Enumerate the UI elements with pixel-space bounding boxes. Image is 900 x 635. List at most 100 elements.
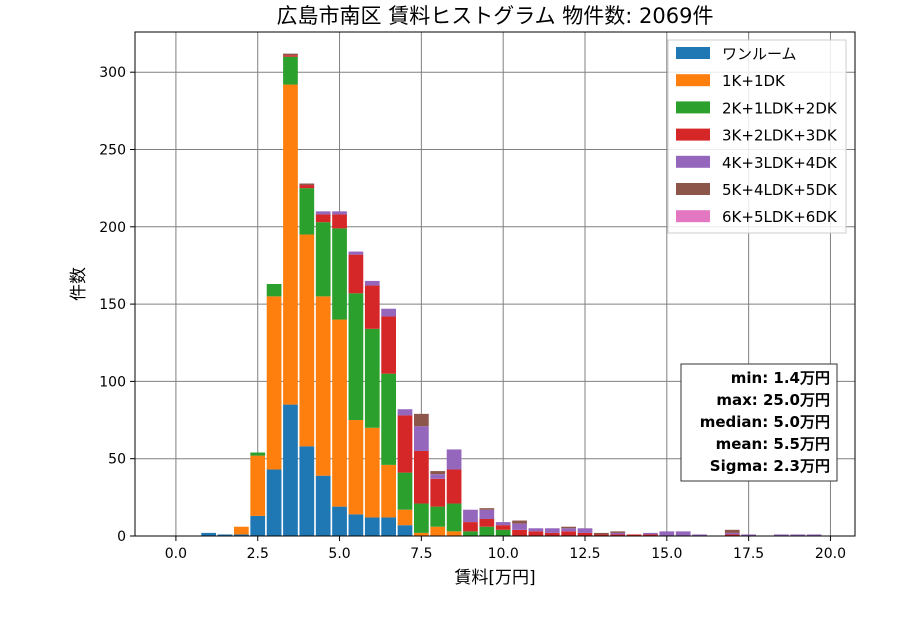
bar-segment	[283, 84, 298, 405]
bar-segment	[266, 296, 282, 470]
bar-segment	[397, 409, 413, 416]
y-tick-label: 100	[99, 374, 126, 390]
stats-sigma: Sigma: 2.3万円	[710, 457, 830, 475]
bar-segment	[577, 532, 593, 536]
bar-segment	[414, 413, 429, 427]
bar-segment	[774, 534, 789, 536]
bar-segment	[463, 509, 478, 523]
y-tick-label: 250	[99, 142, 126, 158]
bar-segment	[643, 534, 658, 536]
y-axis-ticks: 0 50 100 150 200 250 300	[99, 65, 135, 545]
bar-segment	[397, 415, 413, 473]
bar-segment	[479, 509, 495, 519]
bar-segment	[283, 53, 298, 56]
bar-segment	[315, 222, 331, 297]
legend-swatch	[676, 47, 710, 59]
bar-segment	[446, 449, 462, 470]
bar-segment	[561, 531, 576, 536]
bar-segment	[299, 183, 315, 186]
bar-segment	[348, 293, 364, 421]
bar-segment	[414, 426, 429, 451]
bar-segment	[479, 526, 495, 536]
legend-label: 5K+4LDK+5DK	[722, 181, 838, 199]
y-axis-label: 件数	[69, 267, 89, 301]
bar-segment	[234, 526, 249, 535]
x-tick-label: 7.5	[410, 546, 432, 562]
bar-segment	[381, 316, 396, 374]
bar-segment	[512, 523, 527, 530]
bar-segment	[364, 427, 380, 518]
legend-label: 4K+3LDK+4DK	[722, 154, 838, 172]
bar-segment	[250, 452, 266, 456]
bar-segment	[479, 518, 495, 527]
bar-segment	[250, 455, 266, 516]
bar-segment	[626, 534, 642, 536]
bar-segment	[544, 532, 560, 536]
bar-segment	[561, 528, 576, 532]
bar-segment	[348, 254, 364, 294]
bar-segment	[234, 534, 249, 536]
bar-segment	[544, 528, 560, 533]
bar-segment	[250, 515, 266, 536]
bar-segment	[495, 525, 511, 530]
bar-segment	[315, 214, 331, 223]
bar-segment	[790, 534, 806, 536]
bar-segment	[446, 531, 462, 536]
y-tick-label: 300	[99, 65, 126, 81]
bar-segment	[364, 517, 380, 536]
bar-segment	[397, 525, 413, 536]
bar-segment	[283, 55, 298, 57]
bar-segment	[414, 503, 429, 533]
bar-segment	[299, 188, 315, 235]
bar-segment	[495, 522, 511, 526]
bar-segment	[332, 319, 347, 507]
stats-min: min: 1.4万円	[731, 369, 830, 387]
bar-segment	[577, 528, 593, 533]
legend-swatch	[676, 101, 710, 114]
bar-segment	[266, 469, 282, 536]
legend-label: ワンルーム	[722, 45, 797, 63]
bar-segment	[610, 531, 626, 533]
bar-segment	[806, 534, 822, 536]
bar-segment	[610, 534, 626, 536]
bar-segment	[675, 531, 691, 536]
bar-segment	[594, 532, 609, 535]
bar-segment	[283, 56, 298, 85]
x-axis-ticks: 0.0 2.5 5.0 7.5 10.0 12.5 15.0 17.5 20.0	[165, 536, 846, 562]
bar-segment	[495, 529, 511, 536]
bar-segment	[561, 526, 576, 529]
plot-frame	[134, 31, 856, 537]
bar-segment	[463, 522, 478, 532]
bar-segment	[364, 285, 380, 329]
stats-mean: mean: 5.5万円	[716, 435, 830, 453]
bar-segment	[299, 234, 315, 447]
bar-segment	[364, 280, 380, 286]
legend-swatch	[676, 183, 710, 195]
bar-segment	[446, 503, 462, 532]
bar-segment	[446, 469, 462, 504]
bar-segment	[381, 517, 396, 536]
bar-segment	[332, 211, 347, 215]
bar-segment	[724, 532, 740, 535]
x-axis-label: 賃料[万円]	[454, 568, 535, 588]
chart-title: 広島市南区 賃料ヒストグラム 物件数: 2069件	[277, 4, 714, 28]
bar-segment	[381, 373, 396, 465]
bar-segment	[201, 532, 216, 536]
x-tick-label: 0.0	[165, 546, 187, 562]
bar-segment	[430, 506, 446, 527]
bar-segment	[299, 446, 315, 536]
y-tick-label: 150	[99, 297, 126, 313]
bar-segment	[283, 404, 298, 536]
bar-segment	[332, 214, 347, 229]
y-tick-label: 0	[117, 529, 126, 545]
bar-segment	[348, 251, 364, 255]
x-tick-label: 10.0	[488, 546, 519, 562]
legend-label: 2K+1LDK+2DK	[722, 99, 838, 117]
bar-segment	[332, 506, 347, 536]
legend-label: 1K+1DK	[722, 72, 786, 90]
legend-swatch	[676, 155, 710, 168]
bar-segment	[479, 508, 495, 510]
bar-segment	[643, 532, 658, 535]
x-tick-label: 12.5	[569, 546, 600, 562]
bar-segment	[397, 472, 413, 510]
